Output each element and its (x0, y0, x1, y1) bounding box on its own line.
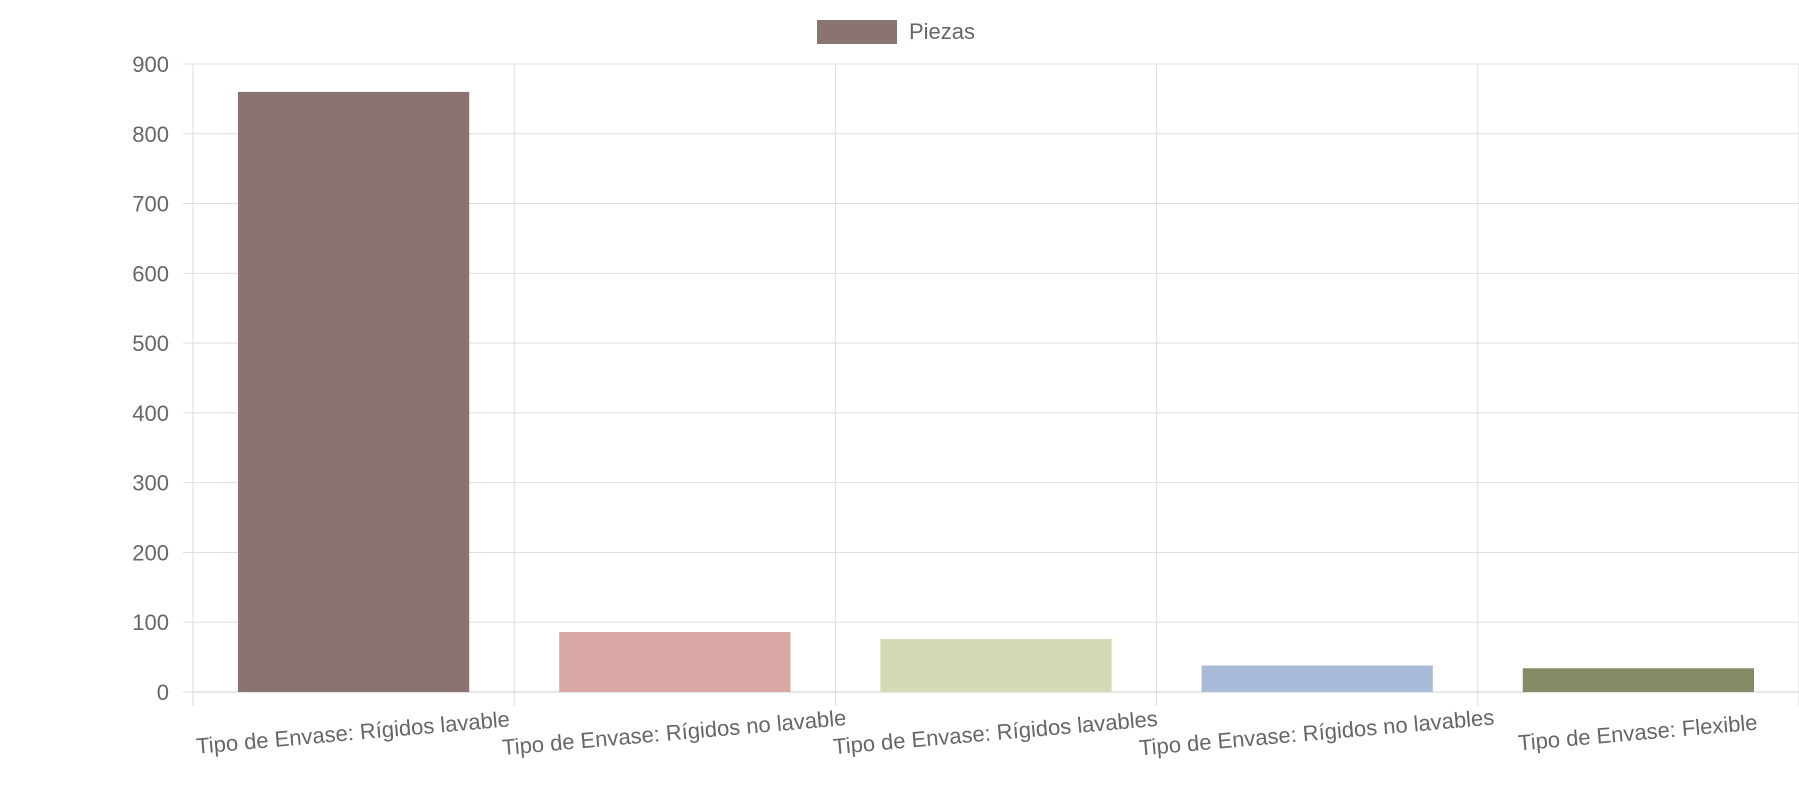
y-axis-ticks: 0 100 200 300 400 500 600 700 800 900 (132, 52, 169, 705)
x-tick-label: Tipo de Envase: Rígidos lavable (195, 706, 511, 758)
bar-4[interactable] (1201, 665, 1433, 692)
y-tick-label: 100 (132, 610, 169, 635)
bar-1[interactable] (237, 91, 470, 692)
x-tick-label: Tipo de Envase: Rígidos no lavables (1138, 705, 1495, 761)
bars (237, 91, 1755, 692)
y-tick-label: 700 (132, 192, 169, 217)
y-tick-label: 600 (132, 261, 169, 286)
y-tick-label: 0 (157, 680, 169, 705)
x-tick-label: Tipo de Envase: Rígidos lavables (832, 706, 1159, 759)
x-tick-label: Tipo de Envase: Rígidos no lavable (501, 705, 847, 760)
bar-5[interactable] (1522, 668, 1755, 692)
y-tick-label: 200 (132, 540, 169, 565)
bar-2[interactable] (559, 631, 791, 692)
y-tick-label: 400 (132, 401, 169, 426)
legend-swatch-piezas (817, 20, 897, 44)
x-tick-label: Tipo de Envase: Flexible (1517, 710, 1758, 756)
y-tick-label: 500 (132, 331, 169, 356)
bar-3[interactable] (880, 638, 1112, 692)
y-tick-label: 800 (132, 122, 169, 147)
y-tick-label: 900 (132, 52, 169, 77)
legend[interactable]: Piezas (817, 19, 975, 44)
legend-label-piezas: Piezas (909, 19, 975, 44)
y-tick-label: 300 (132, 471, 169, 496)
